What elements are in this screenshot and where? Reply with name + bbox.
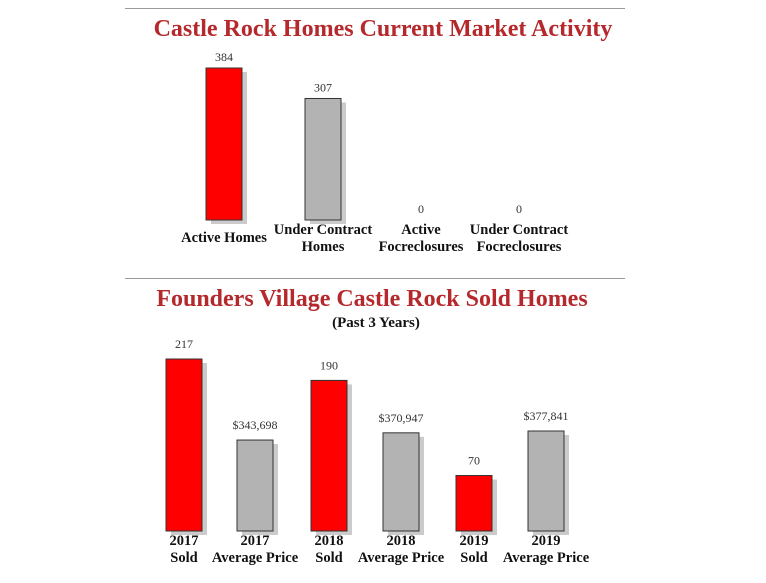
category-label: 2017 [170, 533, 199, 549]
bar-value-label: $377,841 [524, 409, 569, 423]
category-label: 2019 [460, 533, 489, 549]
chart-2-title: Founders Village Castle Rock Sold Homes [156, 286, 588, 312]
bar-4 [455, 475, 493, 532]
category-label: Under Contract [274, 222, 373, 238]
category-label: Focreclosures [379, 239, 464, 255]
category-label: Average Price [212, 550, 299, 566]
category-label: 2017 [241, 533, 270, 549]
category-label: Active [401, 222, 441, 238]
bar-3 [382, 432, 420, 532]
category-label: Sold [460, 550, 487, 566]
category-label: Sold [170, 550, 197, 566]
chart-1-title: Castle Rock Homes Current Market Activit… [153, 16, 613, 42]
bar-value-label: $370,947 [379, 411, 424, 425]
category-label: Focreclosures [477, 239, 562, 255]
bar-2 [310, 379, 348, 532]
category-label: Active Homes [181, 230, 267, 246]
category-label: Average Price [358, 550, 445, 566]
bar-1 [236, 439, 274, 532]
bar-value-label: 307 [314, 80, 332, 94]
bar-value-label: 70 [468, 454, 480, 468]
category-label: 2018 [387, 533, 416, 549]
bar-value-label: $343,698 [233, 418, 278, 432]
bar-1 [304, 97, 342, 221]
bar-value-label: 217 [175, 337, 193, 351]
category-label: 2018 [315, 533, 344, 549]
bar-0 [205, 67, 243, 221]
category-label: 2019 [532, 533, 561, 549]
chart-2-subtitle: (Past 3 Years) [332, 315, 420, 331]
bar-value-label: 190 [320, 358, 338, 372]
category-label: Average Price [503, 550, 590, 566]
category-label: Under Contract [470, 222, 569, 238]
category-label: Sold [315, 550, 342, 566]
middle-divider [125, 278, 625, 279]
top-divider [125, 8, 625, 9]
bar-value-label: 0 [516, 202, 522, 216]
bar-5 [527, 430, 565, 532]
category-label: Homes [302, 239, 345, 255]
bar-value-label: 384 [215, 50, 233, 64]
bar-0 [165, 358, 203, 532]
bar-value-label: 0 [418, 202, 424, 216]
